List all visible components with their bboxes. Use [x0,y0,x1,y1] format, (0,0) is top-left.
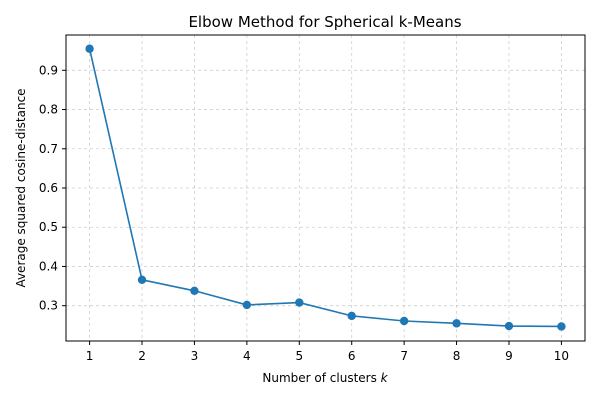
grid [66,35,585,341]
axes: 1 2 3 4 5 6 7 8 9 10 0.3 0.4 0.5 0.6 0.7 0.8 0.9 [39,63,569,363]
x-axis-label: Number of clusters k [262,371,388,385]
data-point [295,298,304,307]
x-tick-label: 9 [505,349,513,363]
y-tick-label: 0.7 [39,142,58,156]
x-tick-label: 3 [191,349,199,363]
x-tick-label: 2 [138,349,146,363]
x-tick-label: 7 [400,349,408,363]
y-tick-label: 0.9 [39,63,58,77]
x-tick-label: 4 [243,349,251,363]
x-axis-label-text: Number of clusters [262,371,376,385]
data-point [347,311,356,321]
data-point [137,275,147,284]
data-point [557,322,566,331]
x-tick-label: 6 [348,349,356,363]
data-point [504,321,514,331]
series-layer [85,44,566,331]
data-point [190,286,199,295]
x-axis-label-variable: k [381,371,389,385]
y-tick-label: 0.5 [39,220,58,234]
data-point [85,44,94,53]
y-tick-label: 0.3 [39,299,58,313]
y-tick-label: 0.8 [39,103,58,117]
series-line [88,48,562,328]
y-tick-label: 0.4 [39,259,58,273]
x-tick-label: 10 [554,349,569,363]
x-tick-label: 1 [86,349,94,363]
x-tick-label: 8 [453,349,461,363]
data-point [242,300,252,310]
y-axis-label: Average squared cosine-distance [14,88,28,287]
plot-frame [65,34,586,342]
x-tick-label: 5 [295,349,303,363]
data-point [452,319,461,328]
y-tick-label: 0.6 [39,181,58,195]
data-point [399,316,409,326]
chart-title: Elbow Method for Spherical k-Means [188,13,461,31]
